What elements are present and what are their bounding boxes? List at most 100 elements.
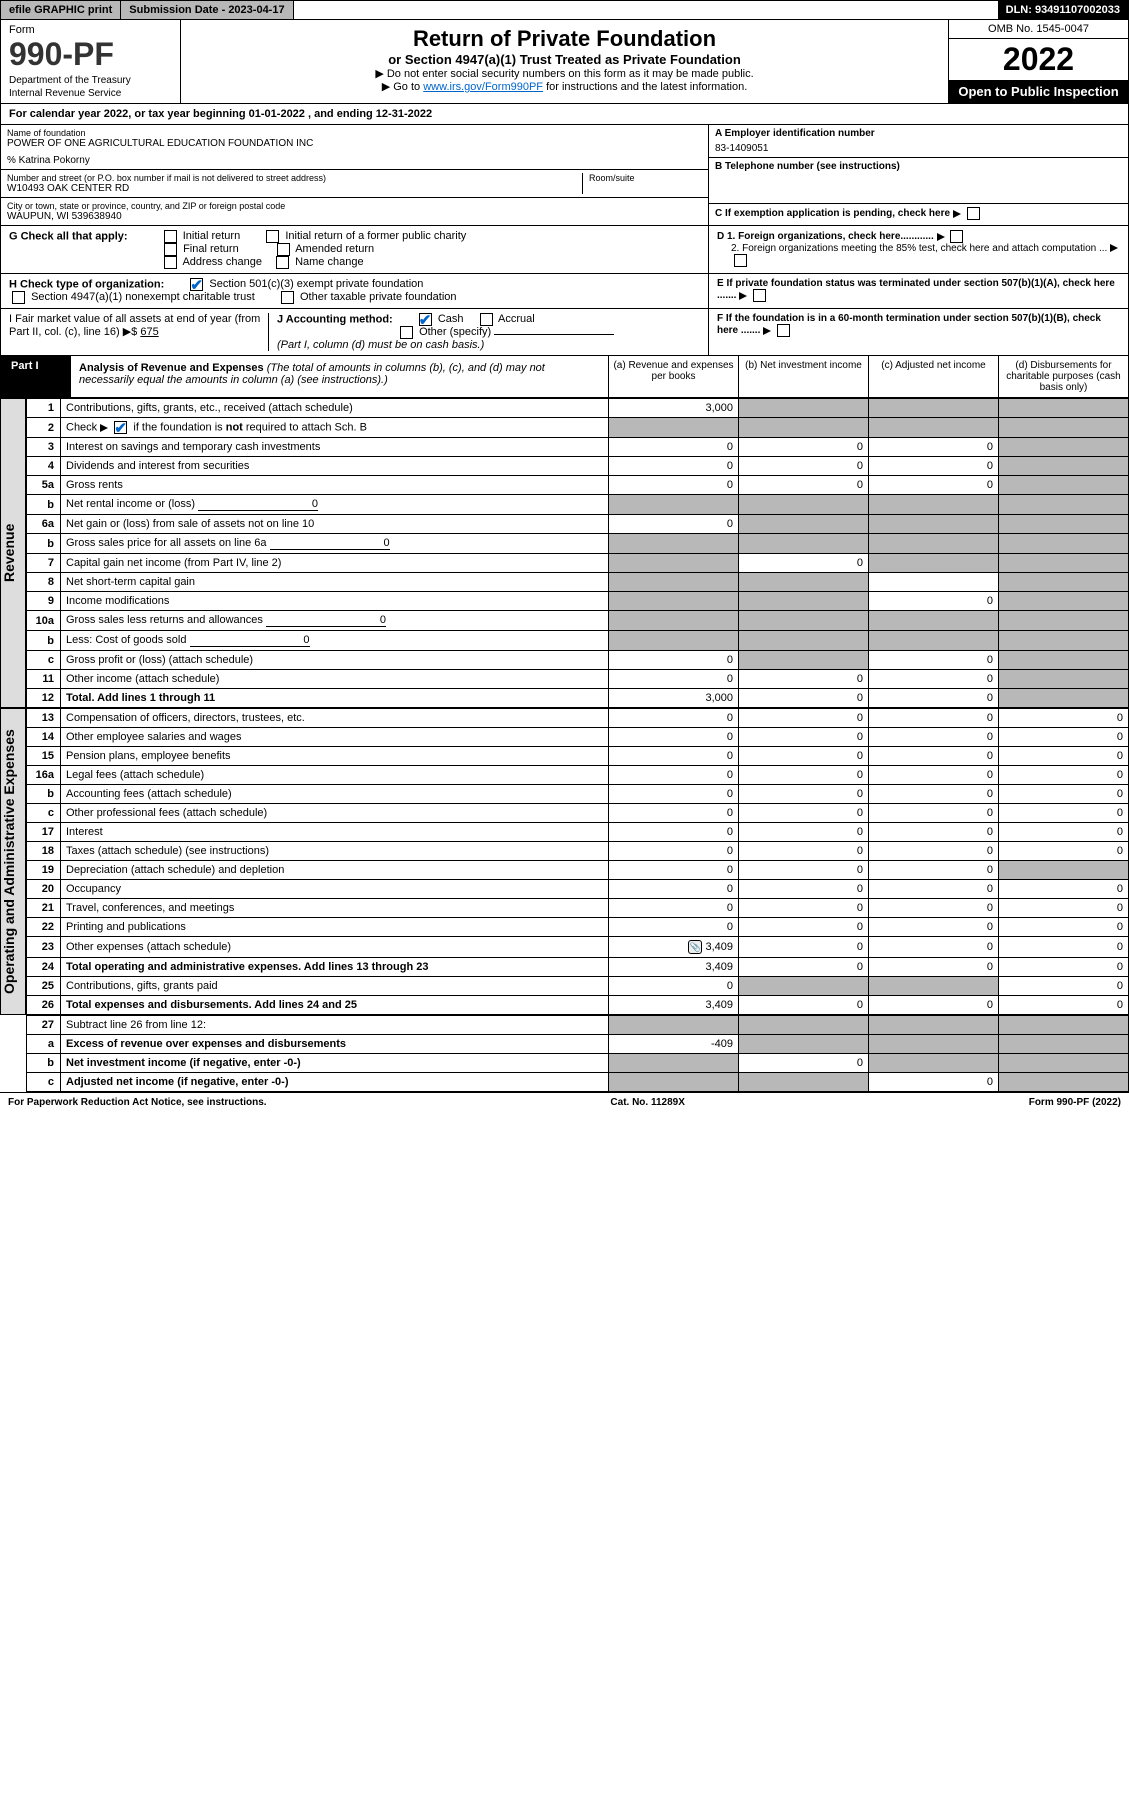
line-desc: Net rental income or (loss) 0: [61, 495, 609, 515]
line-number: 18: [27, 842, 61, 861]
line-desc: Accounting fees (attach schedule): [61, 785, 609, 804]
line-desc: Subtract line 26 from line 12:: [61, 1016, 609, 1035]
cell-value: [869, 495, 999, 515]
col-d-header: (d) Disbursements for charitable purpose…: [998, 356, 1128, 397]
line-desc: Check if the foundation is not required …: [61, 418, 609, 438]
line-number: 13: [27, 709, 61, 728]
cell-value: [609, 534, 739, 554]
cell-value: [609, 1016, 739, 1035]
line-desc: Dividends and interest from securities: [61, 457, 609, 476]
j-other-checkbox[interactable]: [400, 326, 413, 339]
d2-checkbox[interactable]: [734, 254, 747, 267]
cell-value: [999, 1035, 1129, 1054]
g-name-checkbox[interactable]: [276, 256, 289, 269]
cell-value: [739, 1073, 869, 1092]
line-number: 21: [27, 899, 61, 918]
tel-label: B Telephone number (see instructions): [715, 161, 1122, 172]
cell-value: 📎3,409: [609, 937, 739, 958]
table-row: 18Taxes (attach schedule) (see instructi…: [27, 842, 1129, 861]
cell-value: [999, 592, 1129, 611]
subtract-table: 27Subtract line 26 from line 12:aExcess …: [26, 1015, 1129, 1092]
line-number: 14: [27, 728, 61, 747]
table-row: 1Contributions, gifts, grants, etc., rec…: [27, 399, 1129, 418]
h-other-checkbox[interactable]: [281, 291, 294, 304]
cell-value: [739, 495, 869, 515]
g-amended-checkbox[interactable]: [277, 243, 290, 256]
line-desc: Occupancy: [61, 880, 609, 899]
cell-value: [869, 1035, 999, 1054]
table-row: bNet rental income or (loss) 0: [27, 495, 1129, 515]
cell-value: [609, 1054, 739, 1073]
line-desc: Less: Cost of goods sold 0: [61, 631, 609, 651]
e-checkbox[interactable]: [753, 289, 766, 302]
d1-checkbox[interactable]: [950, 230, 963, 243]
table-row: cGross profit or (loss) (attach schedule…: [27, 651, 1129, 670]
efile-badge: efile GRAPHIC print: [1, 1, 121, 19]
j-cash-checkbox[interactable]: [419, 313, 432, 326]
cell-value: [609, 418, 739, 438]
cell-value: 0: [739, 996, 869, 1015]
cell-value: 0: [609, 457, 739, 476]
line-desc: Contributions, gifts, grants, etc., rece…: [61, 399, 609, 418]
foundation-name: POWER OF ONE AGRICULTURAL EDUCATION FOUN…: [7, 138, 702, 149]
cell-value: 0: [999, 958, 1129, 977]
line-desc: Total operating and administrative expen…: [61, 958, 609, 977]
line-number: 3: [27, 438, 61, 457]
cell-value: 0: [869, 880, 999, 899]
cell-value: 0: [869, 842, 999, 861]
cell-value: 0: [739, 823, 869, 842]
cell-value: 0: [869, 996, 999, 1015]
attachment-icon[interactable]: 📎: [688, 940, 702, 954]
cell-value: [999, 861, 1129, 880]
h-501c3-checkbox[interactable]: [190, 278, 203, 291]
open-inspection: Open to Public Inspection: [949, 80, 1128, 103]
cell-value: 0: [609, 670, 739, 689]
arrow-icon: [953, 210, 961, 218]
table-row: 24Total operating and administrative exp…: [27, 958, 1129, 977]
table-row: bAccounting fees (attach schedule)0000: [27, 785, 1129, 804]
cell-value: 0: [609, 438, 739, 457]
part1-badge: Part I: [1, 356, 49, 376]
line-number: 4: [27, 457, 61, 476]
cell-value: 0: [609, 842, 739, 861]
g-initial-checkbox[interactable]: [164, 230, 177, 243]
cell-value: 0: [739, 937, 869, 958]
cell-value: 0: [999, 842, 1129, 861]
ssn-note: ▶ Do not enter social security numbers o…: [187, 67, 942, 80]
g-check-row: G Check all that apply: Initial return I…: [0, 226, 1129, 274]
cell-value: [999, 1054, 1129, 1073]
c-checkbox[interactable]: [967, 207, 980, 220]
g-initial-former-checkbox[interactable]: [266, 230, 279, 243]
line-desc: Excess of revenue over expenses and disb…: [61, 1035, 609, 1054]
cell-value: 0: [869, 438, 999, 457]
cell-value: [999, 611, 1129, 631]
table-row: aExcess of revenue over expenses and dis…: [27, 1035, 1129, 1054]
revenue-sidelabel: Revenue: [0, 398, 26, 708]
g-final-checkbox[interactable]: [164, 243, 177, 256]
cell-value: [739, 631, 869, 651]
table-row: 17Interest0000: [27, 823, 1129, 842]
cell-value: 0: [869, 766, 999, 785]
table-row: bNet investment income (if negative, ent…: [27, 1054, 1129, 1073]
table-row: 20Occupancy0000: [27, 880, 1129, 899]
h-4947-checkbox[interactable]: [12, 291, 25, 304]
line-number: 5a: [27, 476, 61, 495]
cell-value: 0: [999, 728, 1129, 747]
col-b-header: (b) Net investment income: [738, 356, 868, 397]
cell-value: 0: [869, 785, 999, 804]
table-row: 15Pension plans, employee benefits0000: [27, 747, 1129, 766]
line-desc: Contributions, gifts, grants paid: [61, 977, 609, 996]
cell-value: 0: [999, 747, 1129, 766]
cell-value: 0: [609, 823, 739, 842]
cell-value: 0: [869, 592, 999, 611]
j-accrual-checkbox[interactable]: [480, 313, 493, 326]
footer-left: For Paperwork Reduction Act Notice, see …: [8, 1097, 267, 1108]
link-note: ▶ Go to www.irs.gov/Form990PF for instru…: [187, 80, 942, 93]
i-label: I Fair market value of all assets at end…: [9, 313, 260, 338]
irs-link[interactable]: www.irs.gov/Form990PF: [423, 81, 543, 93]
f-checkbox[interactable]: [777, 324, 790, 337]
addr-label: Number and street (or P.O. box number if…: [7, 173, 582, 183]
line-number: c: [27, 651, 61, 670]
table-row: cOther professional fees (attach schedul…: [27, 804, 1129, 823]
g-address-checkbox[interactable]: [164, 256, 177, 269]
